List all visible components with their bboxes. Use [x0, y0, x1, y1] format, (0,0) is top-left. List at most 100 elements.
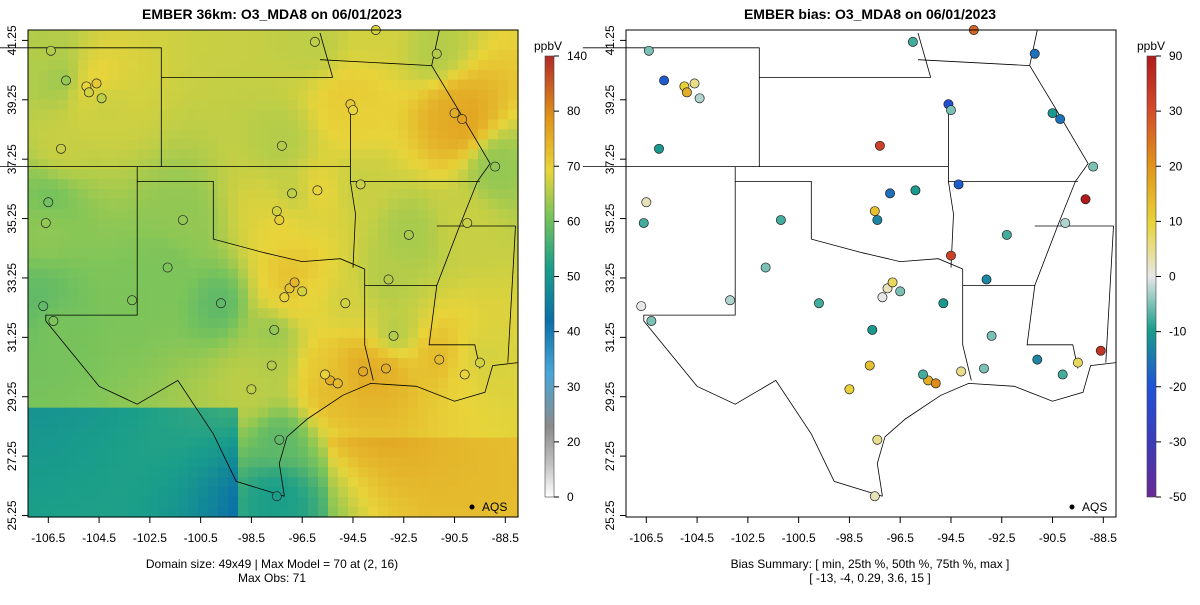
aqs-station[interactable]	[287, 188, 297, 199]
aqs-station[interactable]	[646, 316, 657, 326]
aqs-station[interactable]	[462, 218, 473, 228]
aqs-station[interactable]	[1029, 48, 1040, 59]
aqs-station[interactable]	[775, 215, 786, 225]
aqs-station[interactable]	[246, 384, 257, 395]
aqs-station[interactable]	[872, 215, 883, 225]
aqs-station[interactable]	[297, 286, 308, 297]
aqs-station[interactable]	[1072, 357, 1083, 368]
aqs-station[interactable]	[638, 218, 649, 228]
aqs-station[interactable]	[434, 354, 445, 365]
grid-cell	[118, 39, 129, 51]
aqs-station[interactable]	[864, 360, 875, 371]
aqs-station[interactable]	[1055, 114, 1066, 125]
aqs-station[interactable]	[1001, 229, 1012, 240]
aqs-station[interactable]	[681, 87, 692, 98]
aqs-station[interactable]	[56, 143, 66, 154]
aqs-station[interactable]	[1080, 194, 1091, 205]
aqs-station[interactable]	[694, 93, 705, 104]
aqs-bias-markers[interactable]	[636, 25, 1106, 502]
aqs-station[interactable]	[885, 188, 895, 199]
aqs-station[interactable]	[946, 105, 956, 116]
aqs-station[interactable]	[309, 36, 320, 47]
aqs-station[interactable]	[490, 161, 501, 172]
aqs-station[interactable]	[162, 262, 173, 273]
aqs-station[interactable]	[266, 360, 277, 371]
aqs-station[interactable]	[381, 363, 391, 374]
aqs-station[interactable]	[1060, 218, 1071, 228]
aqs-station[interactable]	[654, 143, 664, 154]
aqs-station[interactable]	[388, 330, 399, 341]
aqs-station[interactable]	[918, 369, 928, 380]
aqs-station[interactable]	[887, 277, 898, 288]
aqs-station[interactable]	[895, 286, 906, 297]
aqs-station[interactable]	[907, 36, 918, 47]
aqs-station[interactable]	[127, 295, 138, 306]
aqs-station[interactable]	[872, 434, 883, 445]
aqs-station[interactable]	[83, 87, 94, 98]
grid-cell	[148, 417, 159, 429]
aqs-station[interactable]	[930, 378, 941, 389]
aqs-station[interactable]	[981, 274, 992, 285]
aqs-station[interactable]	[869, 491, 880, 502]
aqs-station[interactable]	[38, 301, 49, 312]
aqs-station[interactable]	[320, 369, 330, 380]
aqs-station[interactable]	[358, 366, 369, 377]
aqs-station[interactable]	[689, 78, 700, 89]
aqs-station[interactable]	[459, 369, 470, 380]
grid-cell	[328, 139, 339, 150]
aqs-station[interactable]	[659, 75, 670, 86]
aqs-station[interactable]	[956, 366, 967, 377]
aqs-station[interactable]	[760, 262, 771, 273]
aqs-station[interactable]	[216, 298, 226, 309]
aqs-station[interactable]	[355, 179, 366, 190]
aqs-station[interactable]	[946, 250, 956, 261]
aqs-station[interactable]	[177, 215, 188, 225]
aqs-station[interactable]	[877, 292, 888, 303]
aqs-station[interactable]	[40, 218, 51, 228]
aqs-station[interactable]	[45, 45, 56, 56]
aqs-station[interactable]	[43, 197, 54, 208]
aqs-station[interactable]	[725, 295, 736, 306]
aqs-station[interactable]	[91, 78, 102, 89]
aqs-station[interactable]	[48, 316, 59, 326]
aqs-station[interactable]	[1032, 354, 1043, 365]
aqs-station[interactable]	[979, 363, 989, 374]
aqs-station[interactable]	[986, 330, 997, 341]
aqs-station[interactable]	[457, 114, 468, 125]
aqs-station[interactable]	[274, 215, 285, 225]
aqs-station[interactable]	[1047, 108, 1058, 119]
aqs-station[interactable]	[61, 75, 72, 86]
aqs-station[interactable]	[271, 206, 282, 217]
aqs-station[interactable]	[1095, 345, 1106, 356]
aqs-station[interactable]	[449, 108, 460, 119]
aqs-station[interactable]	[279, 292, 290, 303]
aqs-station[interactable]	[1088, 161, 1099, 172]
aqs-station-markers[interactable]	[38, 25, 501, 502]
aqs-station[interactable]	[274, 434, 285, 445]
aqs-station[interactable]	[643, 45, 654, 56]
aqs-station[interactable]	[953, 179, 964, 190]
aqs-station[interactable]	[96, 93, 107, 104]
aqs-station[interactable]	[474, 357, 485, 368]
aqs-station[interactable]	[383, 274, 394, 285]
aqs-station[interactable]	[348, 105, 358, 116]
aqs-station[interactable]	[1057, 369, 1068, 380]
aqs-station[interactable]	[641, 197, 652, 208]
aqs-station[interactable]	[844, 384, 855, 395]
aqs-station[interactable]	[340, 298, 351, 309]
aqs-station[interactable]	[312, 185, 323, 196]
aqs-station[interactable]	[431, 48, 442, 59]
aqs-station[interactable]	[332, 378, 343, 389]
aqs-station[interactable]	[289, 277, 300, 288]
aqs-station[interactable]	[271, 491, 282, 502]
aqs-station[interactable]	[874, 140, 885, 151]
aqs-station[interactable]	[867, 324, 878, 335]
aqs-station[interactable]	[269, 324, 280, 335]
aqs-station[interactable]	[636, 301, 647, 312]
aqs-station[interactable]	[910, 185, 921, 196]
aqs-station[interactable]	[938, 298, 949, 309]
aqs-station[interactable]	[403, 229, 414, 240]
aqs-station[interactable]	[814, 298, 824, 309]
aqs-station[interactable]	[276, 140, 287, 151]
aqs-station[interactable]	[869, 206, 880, 217]
